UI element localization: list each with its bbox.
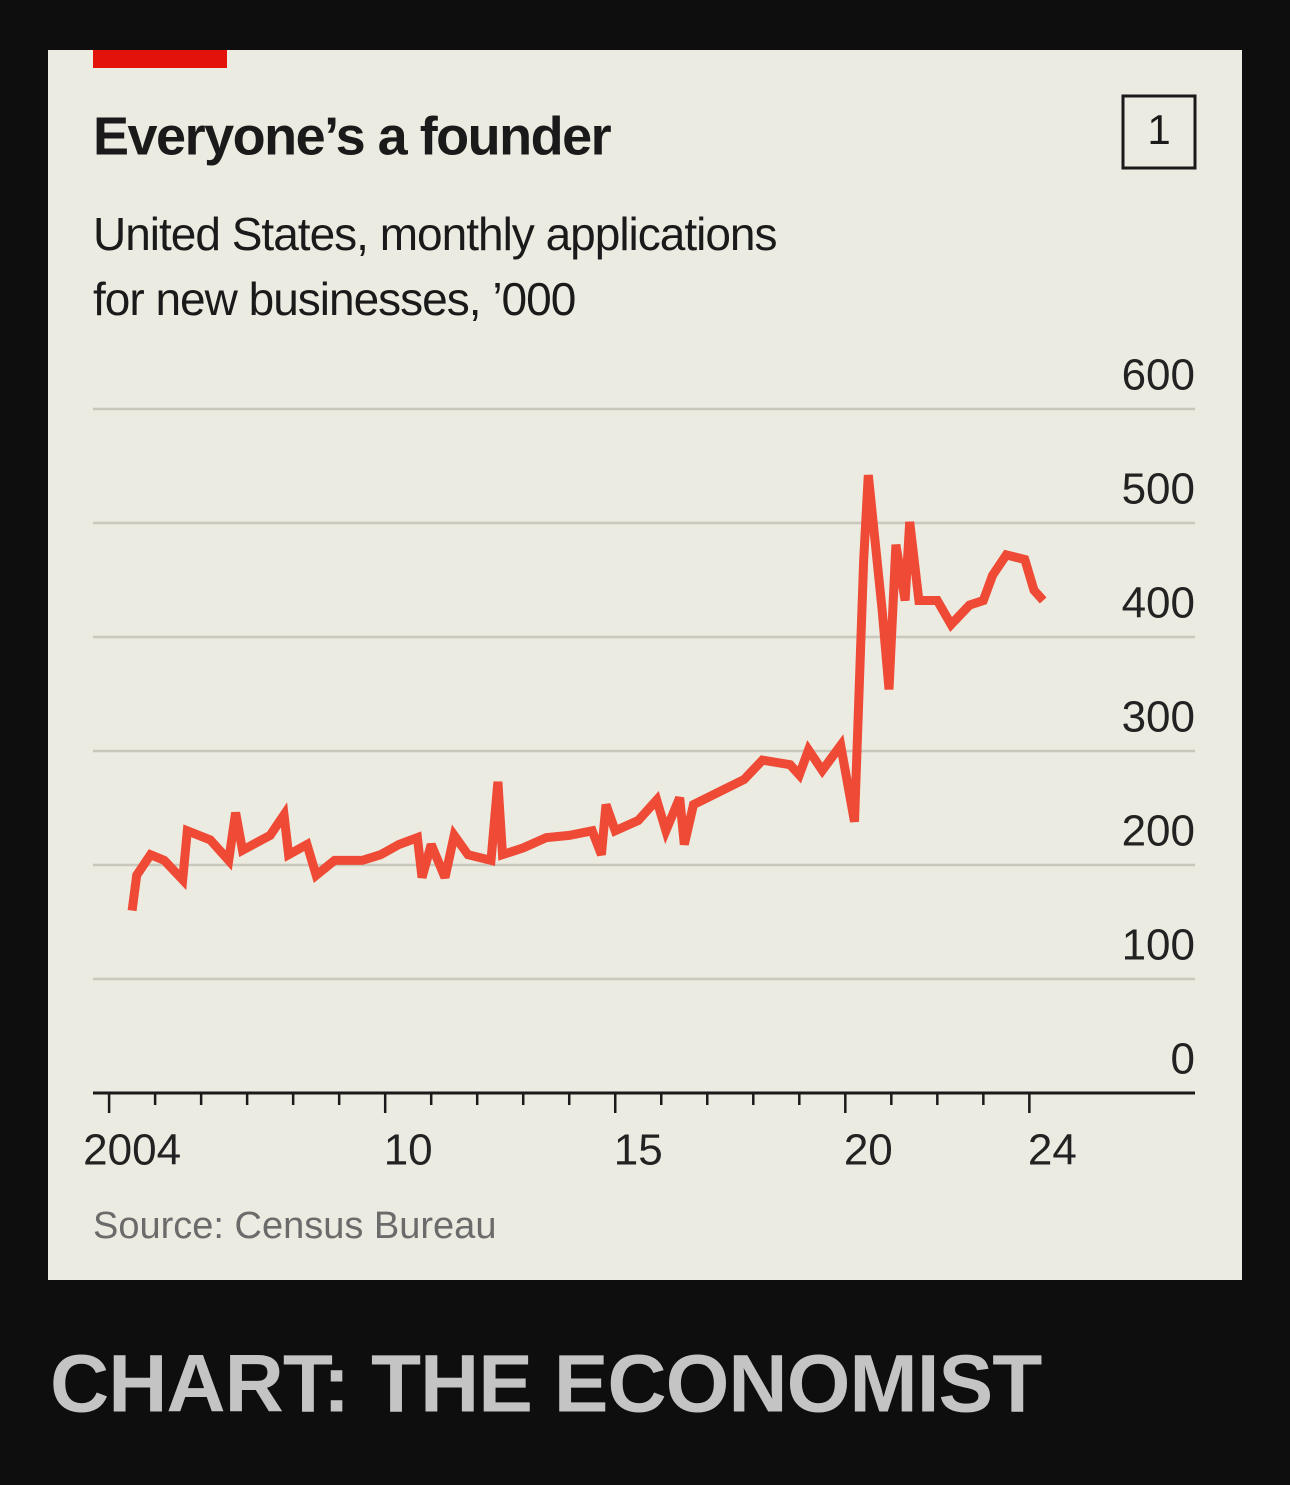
chart-title: Everyone’s a founder [93,106,612,166]
x-tick-label: 10 [384,1126,433,1175]
x-tick-label: 15 [614,1126,663,1175]
subtitle: United States, monthly applications [93,208,777,260]
y-tick-label: 100 [1122,921,1195,970]
panel [48,50,1242,1280]
x-tick-label: 24 [1028,1126,1077,1175]
y-tick-label: 0 [1171,1035,1195,1084]
badge-box [1121,94,1197,170]
red-tag [93,50,227,68]
badge-number: 1 [1147,106,1170,153]
y-tick-label: 400 [1122,579,1195,628]
source: Source: Census Bureau [93,1205,496,1247]
x-tick-label: 20 [844,1126,893,1175]
credit: CHART: THE ECONOMIST [50,1339,1042,1430]
y-tick-label: 500 [1122,465,1195,514]
y-tick-label: 600 [1122,351,1195,400]
x-tick-label: 2004 [83,1126,181,1175]
data-line [127,474,1047,912]
y-tick-label: 300 [1122,693,1195,742]
y-tick-label: 200 [1122,807,1195,856]
subtitle: for new businesses, ’000 [93,273,575,325]
